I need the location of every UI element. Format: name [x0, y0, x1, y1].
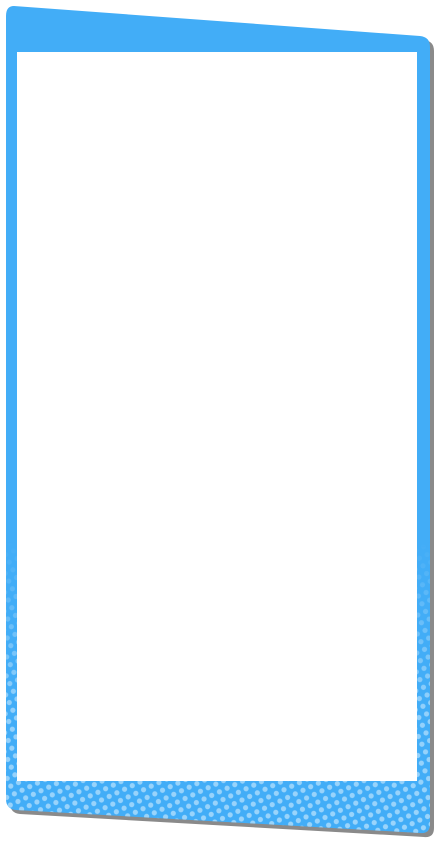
content-panel	[17, 52, 417, 781]
